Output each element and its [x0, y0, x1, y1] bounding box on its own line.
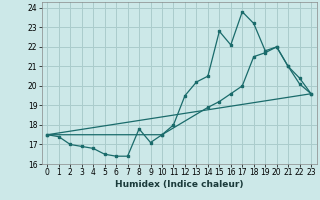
X-axis label: Humidex (Indice chaleur): Humidex (Indice chaleur): [115, 180, 244, 189]
